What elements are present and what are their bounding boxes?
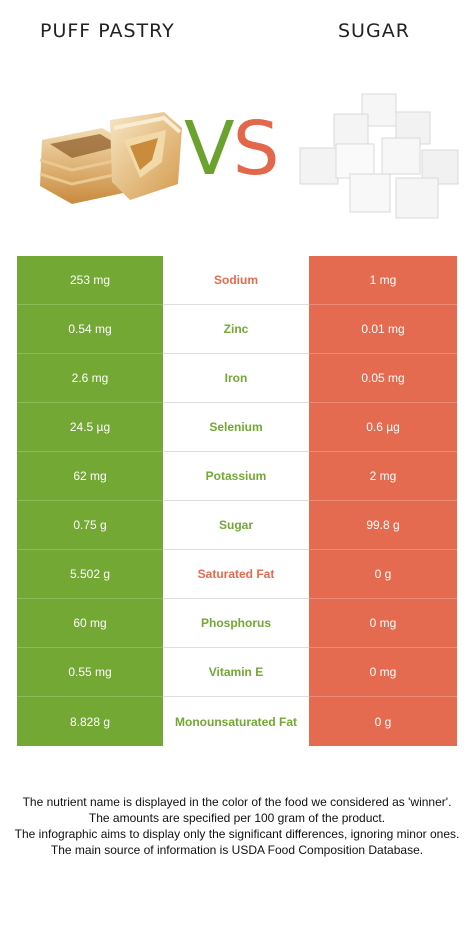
puff-pastry-value: 0.54 mg [17,305,163,354]
puff-pastry-value: 62 mg [17,452,163,501]
puff-pastry-value: 0.75 g [17,501,163,550]
nutrient-name: Monounsaturated Fat [163,697,309,746]
puff-pastry-value: 60 mg [17,599,163,648]
sugar-value: 99.8 g [309,501,457,550]
vs-s: S [232,106,280,192]
sugar-value: 0.01 mg [309,305,457,354]
footnote-line-4: The main source of information is USDA F… [50,843,424,857]
sugar-value: 0 g [309,697,457,746]
nutrient-name: Potassium [163,452,309,501]
table-row: 8.828 g Monounsaturated Fat 0 g [17,697,457,746]
footnote-line-2: The amounts are specified per 100 gram o… [88,811,386,825]
nutrient-name: Sodium [163,256,309,305]
sugar-value: 0 mg [309,599,457,648]
footnote-line-3: The infographic aims to display only the… [14,827,460,841]
nutrient-name: Phosphorus [163,599,309,648]
sugar-value: 1 mg [309,256,457,305]
nutrient-name: Vitamin E [163,648,309,697]
footnote: The nutrient name is displayed in the co… [14,794,460,858]
sugar-value: 0.05 mg [309,354,457,403]
nutrient-name: Sugar [163,501,309,550]
puff-pastry-value: 5.502 g [17,550,163,599]
puff-pastry-value: 0.55 mg [17,648,163,697]
table-row: 60 mg Phosphorus 0 mg [17,599,457,648]
versus-label: VS [184,104,280,194]
sugar-value: 0 mg [309,648,457,697]
puff-pastry-value: 8.828 g [17,697,163,746]
table-row: 62 mg Potassium 2 mg [17,452,457,501]
sugar-value: 2 mg [309,452,457,501]
nutrient-name: Saturated Fat [163,550,309,599]
table-row: 2.6 mg Iron 0.05 mg [17,354,457,403]
puff-pastry-value: 2.6 mg [17,354,163,403]
table-row: 0.75 g Sugar 99.8 g [17,501,457,550]
puff-pastry-value: 253 mg [17,256,163,305]
sugar-cubes-image [299,93,459,219]
nutrient-comparison-table: 253 mg Sodium 1 mg 0.54 mg Zinc 0.01 mg 2.6 mg… [17,256,457,746]
right-food-title: SUGAR [338,20,410,42]
table-row: 24.5 µg Selenium 0.6 µg [17,403,457,452]
table-row: 0.54 mg Zinc 0.01 mg [17,305,457,354]
nutrient-name: Selenium [163,403,309,452]
puff-pastry-image [39,112,182,204]
sugar-value: 0 g [309,550,457,599]
footnote-line-1: The nutrient name is displayed in the co… [22,795,452,809]
table-row: 5.502 g Saturated Fat 0 g [17,550,457,599]
sugar-value: 0.6 µg [309,403,457,452]
table-row: 253 mg Sodium 1 mg [17,256,457,305]
nutrient-name: Zinc [163,305,309,354]
nutrient-name: Iron [163,354,309,403]
left-food-title: PUFF PASTRY [40,20,175,42]
vs-v: V [184,106,235,192]
puff-pastry-value: 24.5 µg [17,403,163,452]
